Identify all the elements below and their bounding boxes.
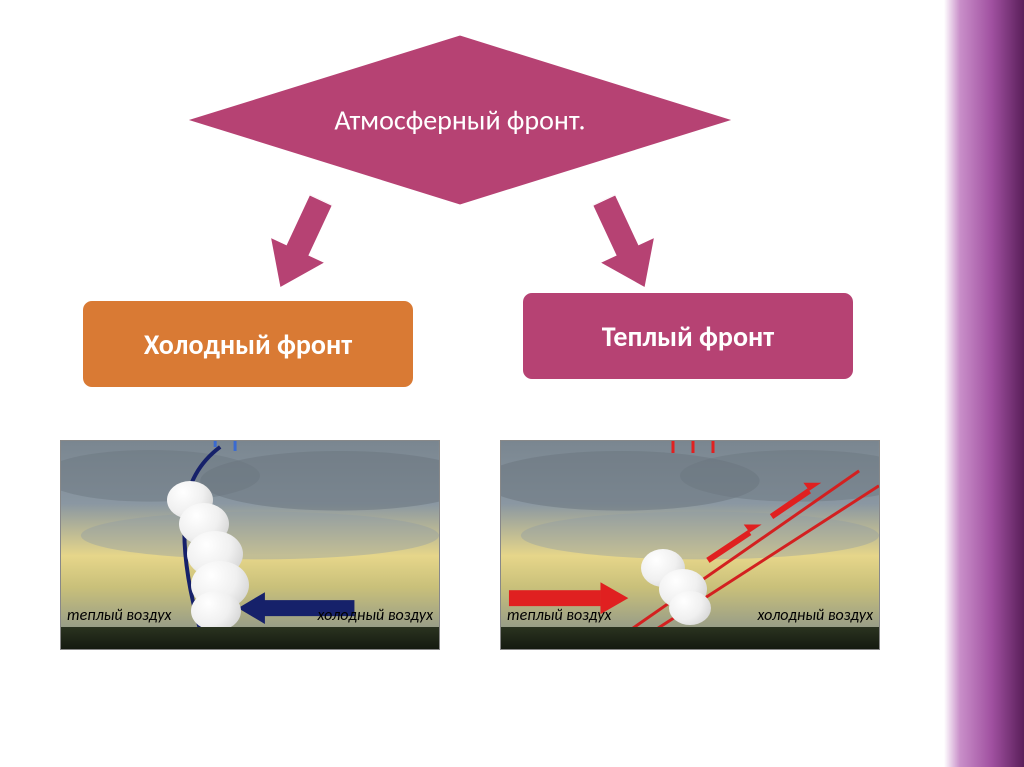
cold-cold-air-label: холодный воздух (317, 606, 433, 625)
warm-front-label: Теплый фронт (602, 319, 774, 354)
side-accent-stripe (944, 0, 1024, 767)
warm-ground (501, 627, 879, 649)
cold-front-illustration: теплый воздух холодный воздух (60, 440, 440, 650)
title-diamond: Атмосферный фронт. (180, 30, 740, 210)
cold-front-label: Холодный фронт (144, 327, 352, 362)
warm-warm-air-label: теплый воздух (507, 606, 611, 625)
warm-front-box: Теплый фронт (520, 290, 856, 382)
slide-content: Атмосферный фронт. Холодный фронт Теплый… (0, 0, 944, 767)
diamond-title-text: Атмосферный фронт. (334, 103, 585, 138)
warm-front-illustration: теплый воздух холодный воздух (500, 440, 880, 650)
cold-front-box: Холодный фронт (80, 298, 416, 390)
warm-cold-air-label: холодный воздух (757, 606, 873, 625)
cold-ground (61, 627, 439, 649)
cold-warm-air-label: теплый воздух (67, 606, 171, 625)
